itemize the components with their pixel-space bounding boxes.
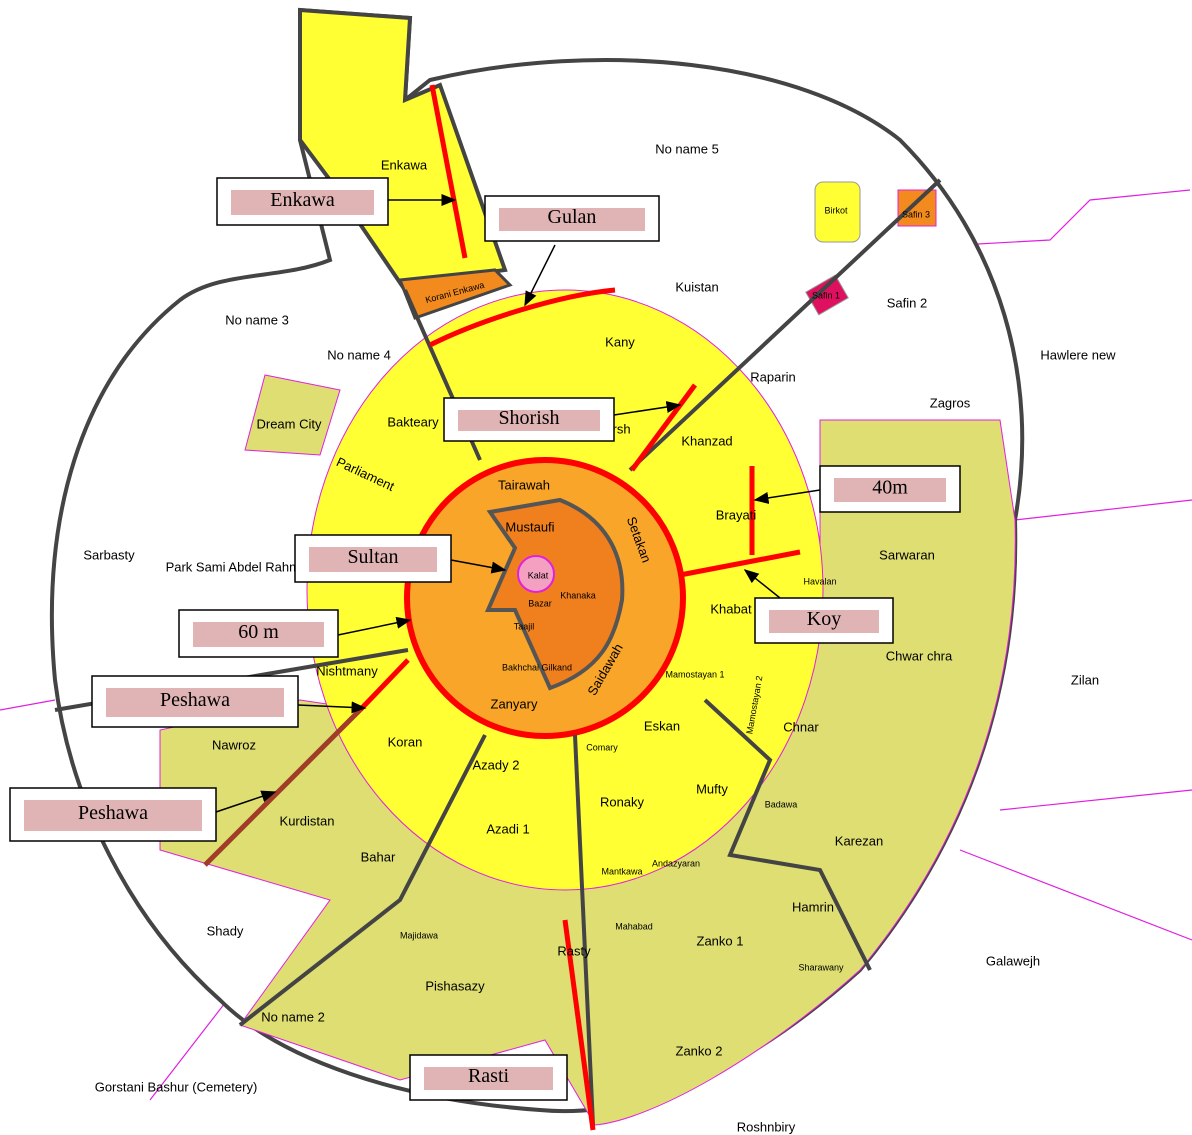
district-label: Karezan <box>835 833 883 848</box>
district-label: Chwar chra <box>886 648 953 663</box>
district-label: Roshnbiry <box>737 1119 796 1134</box>
district-label: Koran <box>388 734 423 749</box>
district-label: Khanaka <box>560 590 596 600</box>
district-label: Gorstani Bashur (Cemetery) <box>95 1079 258 1094</box>
district-label: Safin 2 <box>887 295 927 310</box>
callout-label: Rasti <box>468 1065 510 1087</box>
district-label: Mustaufi <box>505 519 554 534</box>
district-label: Safin 3 <box>902 209 930 219</box>
district-label: Kany <box>605 334 635 349</box>
district-label: Taajil <box>514 621 535 631</box>
callout-label: 60 m <box>238 621 279 643</box>
district-label: Hamrin <box>792 899 834 914</box>
district-label: Bazar <box>528 598 552 608</box>
district-label: Comary <box>586 742 618 752</box>
district-label: Tairawah <box>498 477 550 492</box>
district-label: Badawa <box>765 799 798 809</box>
district-label: Mufty <box>696 781 728 796</box>
page: EnkawaNo name 5BirkotSafin 3Korani Enkaw… <box>0 0 1192 1135</box>
district-label: Kalat <box>528 570 549 580</box>
district-label: Azady 2 <box>473 757 520 772</box>
callout-label: 40m <box>872 477 908 499</box>
district-label: Birkot <box>824 205 848 215</box>
district-label: Brayati <box>716 507 757 522</box>
district-label: Mantkawa <box>601 866 642 876</box>
district-label: Bakhchai Gilkand <box>502 662 572 672</box>
district-label: Andazyaran <box>652 858 700 868</box>
district-label: Khabat <box>710 601 752 616</box>
district-label: Sharawany <box>798 962 844 972</box>
safin-3-zone <box>898 190 936 226</box>
callout-label: Gulan <box>548 206 597 228</box>
district-label: No name 2 <box>261 1009 325 1024</box>
district-label: Kuistan <box>675 279 718 294</box>
callout-label: Koy <box>807 608 841 630</box>
district-label: Nishtmany <box>316 663 378 678</box>
callout: Rasti <box>410 1055 567 1100</box>
district-label: Ronaky <box>600 794 645 809</box>
district-label: Majidawa <box>400 930 438 940</box>
district-label: Nawroz <box>212 737 256 752</box>
district-label: Havalan <box>803 576 836 586</box>
district-label: Zanko 2 <box>676 1043 723 1058</box>
district-label: Raparin <box>750 369 796 384</box>
district-label: Zilan <box>1071 672 1099 687</box>
district-label: Zanyary <box>491 696 538 711</box>
district-label: Mahabad <box>615 921 653 931</box>
district-label: Galawejh <box>986 953 1040 968</box>
district-label: No name 4 <box>327 347 391 362</box>
district-label: Chnar <box>783 719 819 734</box>
map: EnkawaNo name 5BirkotSafin 3Korani Enkaw… <box>0 0 1192 1135</box>
district-label: Sarbasty <box>83 547 135 562</box>
callout-label: Peshawa <box>78 802 148 824</box>
callout-label: Peshawa <box>160 689 230 711</box>
district-label: Zanko 1 <box>697 933 744 948</box>
district-label: Eskan <box>644 718 680 733</box>
district-label: Pishasazy <box>425 978 485 993</box>
district-label: Rasty <box>557 943 591 958</box>
district-label: Bakteary <box>387 414 439 429</box>
district-label: Hawlere new <box>1040 347 1116 362</box>
district-label: Azadi 1 <box>486 821 529 836</box>
district-label: No name 3 <box>225 312 289 327</box>
district-label: Sarwaran <box>879 547 935 562</box>
district-label: Bahar <box>361 849 396 864</box>
district-label: Mamostayan 1 <box>665 669 724 679</box>
callout-label: Enkawa <box>270 189 335 211</box>
district-label: Shady <box>207 923 244 938</box>
district-label: No name 5 <box>655 141 719 156</box>
district-label: Khanzad <box>681 433 732 448</box>
district-label: Zagros <box>930 395 971 410</box>
district-label: Dream City <box>256 416 322 431</box>
district-label: Enkawa <box>381 157 428 172</box>
district-label: Kurdistan <box>280 813 335 828</box>
callout-label: Shorish <box>498 407 559 429</box>
district-label: Safin 1 <box>812 290 840 300</box>
district-label: Park Sami Abdel Rahman <box>166 559 315 574</box>
callout-label: Sultan <box>347 546 398 568</box>
